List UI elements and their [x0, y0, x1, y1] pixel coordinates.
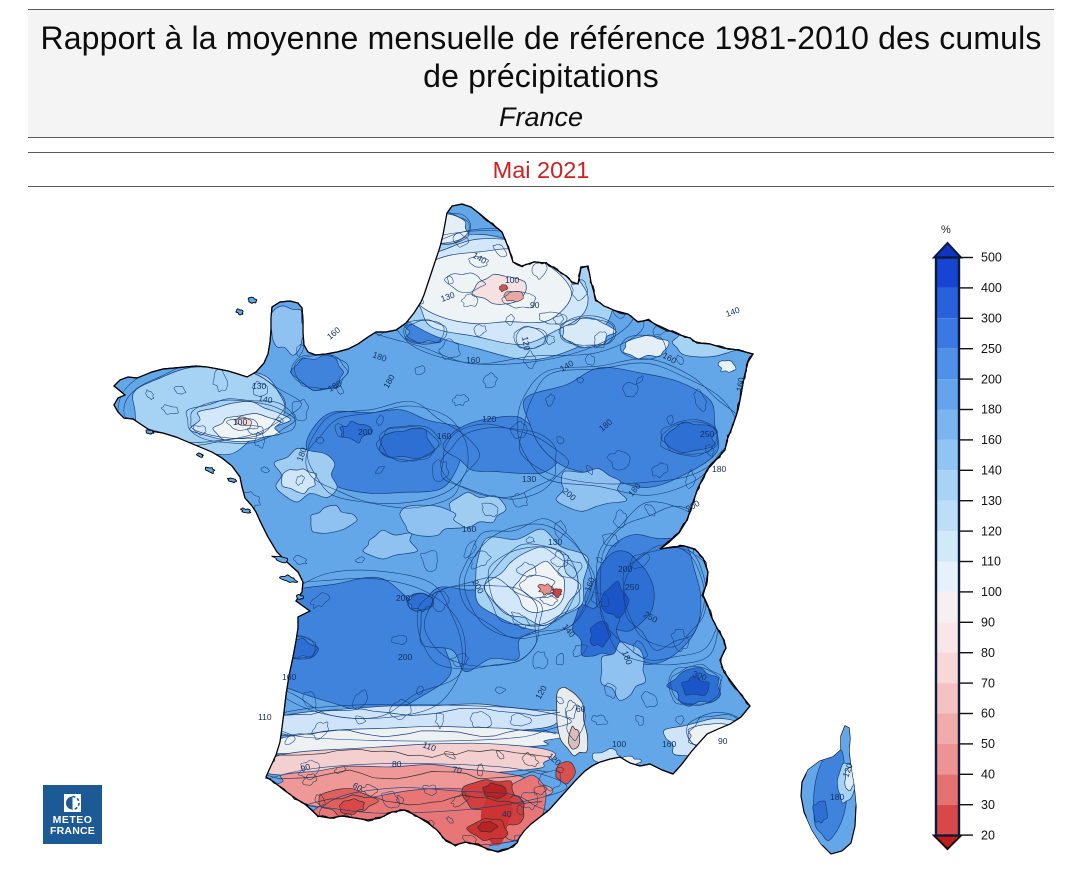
svg-text:160: 160 — [462, 524, 476, 534]
svg-text:300: 300 — [981, 312, 1002, 326]
svg-text:130: 130 — [439, 290, 456, 304]
svg-text:160: 160 — [734, 376, 746, 392]
svg-text:200: 200 — [618, 564, 632, 574]
svg-text:300: 300 — [691, 668, 708, 682]
svg-text:130: 130 — [548, 537, 562, 547]
svg-text:180: 180 — [712, 464, 726, 474]
svg-text:160: 160 — [437, 431, 451, 441]
svg-text:250: 250 — [981, 342, 1002, 356]
svg-text:200: 200 — [396, 593, 410, 603]
svg-text:40: 40 — [981, 768, 995, 782]
svg-text:180: 180 — [371, 349, 388, 363]
svg-text:120: 120 — [840, 762, 854, 779]
svg-text:20: 20 — [981, 828, 995, 842]
svg-text:100: 100 — [981, 585, 1002, 599]
svg-text:70: 70 — [981, 676, 995, 690]
svg-text:130: 130 — [522, 474, 536, 484]
svg-text:130: 130 — [981, 494, 1002, 508]
svg-text:130: 130 — [252, 381, 266, 391]
svg-text:80: 80 — [981, 646, 995, 660]
svg-text:30: 30 — [981, 798, 995, 812]
svg-text:500: 500 — [981, 251, 1002, 265]
svg-text:160: 160 — [325, 325, 343, 342]
svg-text:100: 100 — [505, 275, 519, 285]
svg-text:160: 160 — [981, 433, 1002, 447]
svg-text:180: 180 — [620, 649, 634, 666]
svg-text:100: 100 — [612, 739, 626, 749]
svg-text:120: 120 — [482, 414, 496, 424]
svg-text:120: 120 — [520, 336, 532, 352]
svg-text:80: 80 — [392, 759, 402, 769]
svg-text:160: 160 — [662, 739, 676, 749]
svg-text:250: 250 — [700, 429, 714, 439]
svg-text:90: 90 — [299, 761, 312, 774]
svg-text:40: 40 — [502, 809, 512, 819]
svg-text:110: 110 — [258, 712, 272, 722]
svg-text:140: 140 — [981, 464, 1002, 478]
svg-text:180: 180 — [981, 403, 1002, 417]
svg-text:110: 110 — [421, 739, 437, 753]
svg-text:60: 60 — [351, 780, 364, 794]
svg-text:FRANCE: FRANCE — [50, 825, 95, 837]
svg-text:160: 160 — [282, 672, 296, 682]
svg-text:90: 90 — [981, 616, 995, 630]
svg-text:140: 140 — [258, 393, 274, 405]
svg-text:200: 200 — [398, 652, 412, 662]
svg-text:180: 180 — [294, 446, 308, 463]
svg-text:90: 90 — [530, 300, 540, 310]
svg-text:70: 70 — [452, 764, 463, 776]
svg-text:200: 200 — [358, 427, 372, 437]
svg-text:140: 140 — [724, 305, 741, 319]
svg-text:400: 400 — [981, 281, 1002, 295]
svg-text:60: 60 — [576, 704, 586, 714]
svg-text:METEO: METEO — [53, 814, 93, 826]
svg-text:160: 160 — [582, 576, 596, 593]
svg-text:110: 110 — [981, 555, 1001, 569]
svg-text:50: 50 — [981, 737, 995, 751]
svg-text:200: 200 — [981, 372, 1002, 386]
svg-text:250: 250 — [625, 582, 639, 592]
svg-text:180: 180 — [830, 792, 844, 802]
svg-text:120: 120 — [981, 524, 1002, 538]
svg-text:90: 90 — [718, 736, 728, 746]
svg-text:160: 160 — [466, 355, 480, 365]
svg-text:60: 60 — [981, 707, 995, 721]
svg-text:%: % — [941, 224, 951, 236]
svg-text:100: 100 — [233, 417, 247, 427]
